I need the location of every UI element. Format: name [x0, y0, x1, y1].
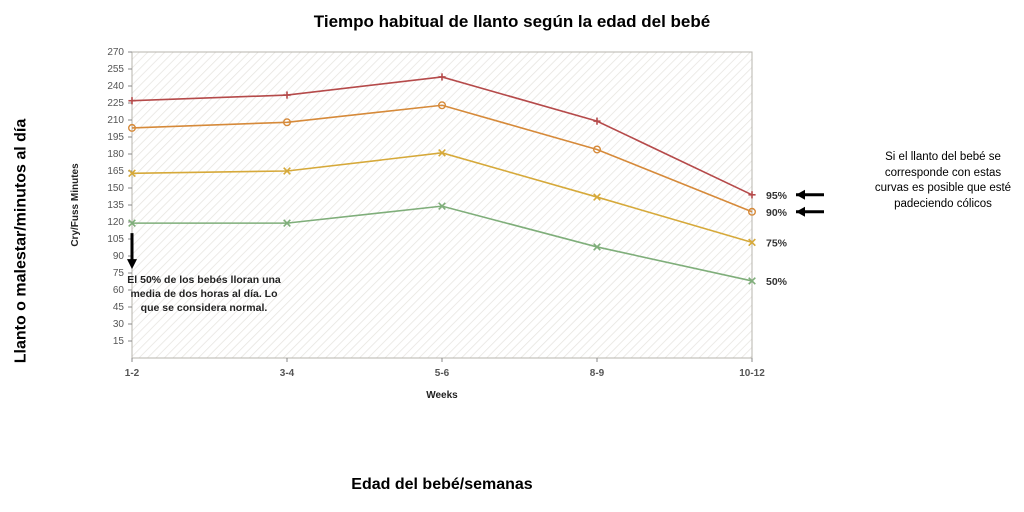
svg-text:5-6: 5-6	[435, 368, 450, 379]
right-annotation: Si el llanto del bebé se corresponde con…	[868, 150, 1018, 212]
svg-text:8-9: 8-9	[590, 368, 605, 379]
svg-text:135: 135	[107, 200, 124, 211]
svg-text:3-4: 3-4	[280, 368, 295, 379]
cry-chart: 15 30 45 60 75 90 105 120 135 150 165 180 195 210 225 2…	[60, 46, 830, 416]
chart-title: Tiempo habitual de llanto según la edad …	[0, 12, 1024, 32]
svg-text:225: 225	[107, 98, 124, 109]
svg-text:Cry/Fuss Minutes: Cry/Fuss Minutes	[70, 163, 81, 247]
svg-text:150: 150	[107, 183, 124, 194]
svg-text:255: 255	[107, 64, 124, 75]
svg-text:165: 165	[107, 166, 124, 177]
svg-text:45: 45	[113, 302, 125, 313]
svg-text:El 50% de los bebés lloran una: El 50% de los bebés lloran una	[127, 274, 281, 286]
svg-text:270: 270	[107, 47, 124, 58]
svg-text:195: 195	[107, 132, 124, 143]
svg-text:75%: 75%	[766, 237, 788, 249]
svg-text:50%: 50%	[766, 276, 788, 288]
svg-text:180: 180	[107, 149, 124, 160]
y-axis-label-outer: Llanto o malestar/minutos al día	[8, 60, 34, 422]
svg-text:105: 105	[107, 234, 124, 245]
svg-text:que se considera normal.: que se considera normal.	[141, 302, 268, 314]
svg-text:10-12: 10-12	[739, 368, 765, 379]
svg-text:60: 60	[113, 285, 125, 296]
svg-text:Weeks: Weeks	[426, 390, 458, 401]
svg-text:30: 30	[113, 319, 125, 330]
svg-text:90%: 90%	[766, 207, 788, 219]
svg-text:240: 240	[107, 81, 124, 92]
svg-text:media de dos horas al día. Lo: media de dos horas al día. Lo	[130, 288, 277, 300]
svg-text:75: 75	[113, 268, 125, 279]
svg-text:210: 210	[107, 115, 124, 126]
svg-text:90: 90	[113, 251, 125, 262]
svg-text:15: 15	[113, 336, 125, 347]
x-axis-label-outer: Edad del bebé/semanas	[60, 476, 824, 494]
svg-text:120: 120	[107, 217, 124, 228]
svg-text:95%: 95%	[766, 190, 788, 202]
svg-text:1-2: 1-2	[125, 368, 140, 379]
